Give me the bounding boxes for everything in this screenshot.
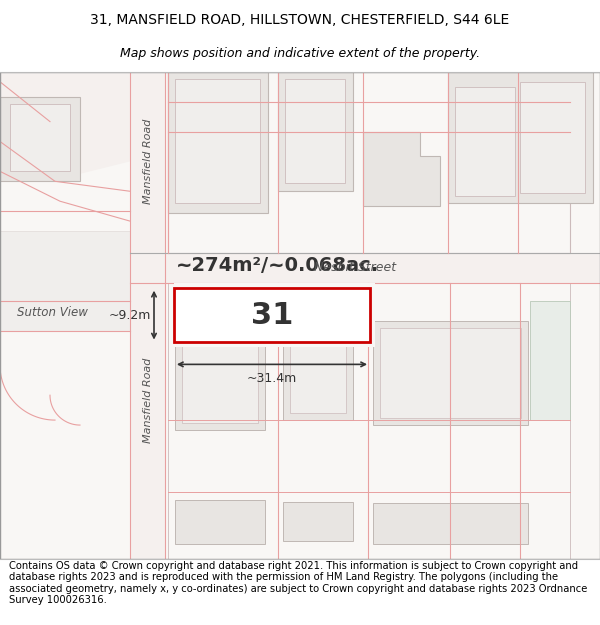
Text: Sutton View: Sutton View xyxy=(17,306,88,319)
Polygon shape xyxy=(0,72,130,181)
Bar xyxy=(285,79,345,183)
Bar xyxy=(373,321,528,425)
Bar xyxy=(0,231,130,331)
Bar xyxy=(380,328,521,418)
Bar xyxy=(10,104,70,171)
Bar xyxy=(130,253,600,282)
Bar xyxy=(455,87,515,196)
Bar xyxy=(448,72,593,203)
Text: 31, MANSFIELD ROAD, HILLSTOWN, CHESTERFIELD, S44 6LE: 31, MANSFIELD ROAD, HILLSTOWN, CHESTERFI… xyxy=(91,13,509,27)
Bar xyxy=(175,321,265,430)
Polygon shape xyxy=(168,72,570,253)
Text: Contains OS data © Crown copyright and database right 2021. This information is : Contains OS data © Crown copyright and d… xyxy=(9,561,587,606)
Bar xyxy=(0,97,80,181)
Bar xyxy=(520,82,585,193)
Text: ~31.4m: ~31.4m xyxy=(247,372,297,386)
Bar xyxy=(283,502,353,541)
Bar xyxy=(530,301,570,420)
Text: ~9.2m: ~9.2m xyxy=(109,309,151,322)
Bar xyxy=(278,72,353,191)
Bar xyxy=(373,503,528,544)
Bar xyxy=(182,328,258,423)
Bar xyxy=(130,72,165,559)
Polygon shape xyxy=(363,132,440,206)
Bar xyxy=(283,321,353,420)
Text: Mansfield Road: Mansfield Road xyxy=(143,357,153,443)
Text: Mansfield Road: Mansfield Road xyxy=(143,119,153,204)
Bar xyxy=(175,79,260,203)
Text: ~274m²/~0.068ac.: ~274m²/~0.068ac. xyxy=(176,256,379,276)
Text: Nesbit Street: Nesbit Street xyxy=(314,261,396,274)
Bar xyxy=(168,72,268,213)
Bar xyxy=(290,328,346,413)
Bar xyxy=(168,282,570,559)
Bar xyxy=(174,282,375,348)
Text: 31: 31 xyxy=(251,301,293,329)
Bar xyxy=(175,499,265,544)
Text: Map shows position and indicative extent of the property.: Map shows position and indicative extent… xyxy=(120,47,480,59)
Bar xyxy=(174,288,370,342)
